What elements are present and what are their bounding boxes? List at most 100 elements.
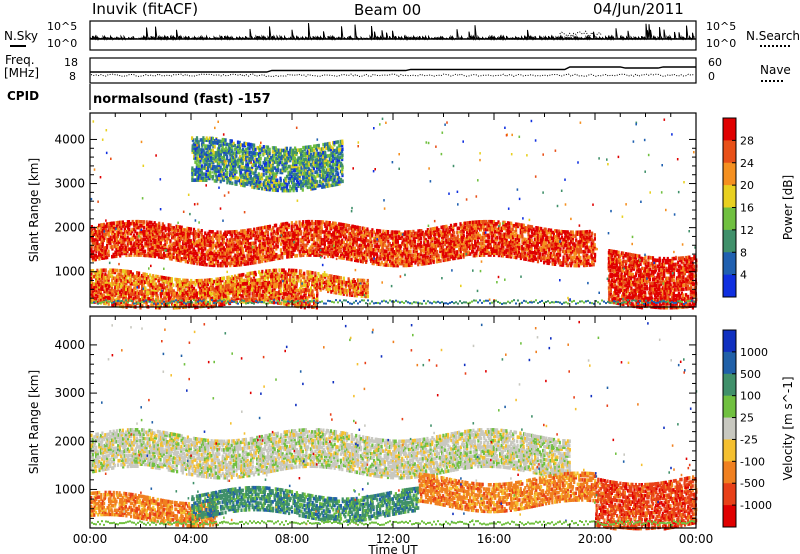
nsearch-trace: [559, 30, 603, 38]
heatmap-cell: [167, 229, 170, 233]
heatmap-cell: [208, 239, 211, 244]
heatmap-cell: [280, 226, 283, 231]
heatmap-cell: [108, 284, 111, 288]
heatmap-cell: [288, 231, 292, 235]
heatmap-cell: [143, 237, 146, 242]
heatmap-cell: [119, 220, 122, 225]
heatmap-cell: [293, 248, 296, 252]
heatmap-cell: [340, 228, 343, 233]
heatmap-cell: [201, 254, 204, 259]
heatmap-cell: [176, 236, 180, 241]
heatmap-cell: [397, 257, 400, 262]
heatmap-cell: [229, 244, 232, 248]
heatmap-cell: [237, 261, 240, 265]
heatmap-cell: [320, 222, 323, 226]
heatmap-cell: [273, 229, 276, 234]
heatmap-cell: [158, 225, 161, 230]
heatmap-cell: [264, 241, 267, 245]
heatmap-cell: [260, 236, 263, 240]
heatmap-cell: [256, 227, 259, 231]
heatmap-cell: [307, 249, 311, 253]
heatmap-cell: [317, 237, 320, 242]
heatmap-cell: [174, 255, 177, 260]
heatmap-cell: [235, 241, 238, 246]
heatmap-cell: [311, 221, 314, 226]
heatmap-cell: [587, 255, 590, 259]
heatmap-cell: [183, 253, 186, 258]
heatmap-cell: [148, 251, 151, 256]
heatmap-cell: [153, 252, 157, 257]
heatmap-cell: [207, 239, 210, 244]
heatmap-cell: [103, 246, 106, 250]
heatmap-cell: [285, 280, 288, 284]
heatmap-cell: [290, 244, 293, 249]
heatmap-cell: [207, 257, 210, 261]
heatmap-cell: [113, 233, 117, 237]
heatmap-cell: [325, 222, 328, 227]
heatmap-cell: [494, 233, 497, 238]
heatmap-cell: [235, 257, 238, 261]
heatmap-cell: [196, 244, 199, 248]
heatmap-cell: [200, 232, 203, 237]
heatmap-cell: [171, 235, 174, 240]
heatmap-cell: [306, 270, 309, 274]
heatmap-cell: [325, 252, 328, 256]
heatmap-cell: [167, 244, 170, 249]
heatmap-cell: [262, 237, 265, 242]
heatmap-cell: [139, 247, 142, 251]
heatmap-cell: [317, 220, 320, 224]
heatmap-cell: [218, 263, 221, 268]
heatmap-cell: [339, 242, 343, 246]
heatmap-cell: [206, 249, 209, 253]
heatmap-cell: [342, 234, 346, 239]
heatmap-cell: [331, 242, 335, 247]
heatmap-cell: [170, 247, 173, 251]
heatmap-cell: [353, 283, 356, 288]
heatmap-cell: [352, 230, 355, 235]
heatmap-cell: [298, 228, 301, 232]
heatmap-cell: [186, 248, 190, 252]
heatmap-cell: [267, 225, 270, 229]
heatmap-cell: [133, 221, 136, 226]
heatmap-cell: [338, 228, 341, 232]
heatmap-cell: [150, 250, 153, 254]
heatmap-cell: [339, 234, 342, 238]
heatmap-cell: [327, 240, 330, 244]
heatmap-cell: [142, 245, 145, 250]
heatmap-cell: [123, 249, 126, 254]
heatmap-cell: [272, 257, 275, 261]
heatmap-cell: [330, 240, 333, 245]
heatmap-cell: [127, 222, 130, 226]
heatmap-cell: [331, 244, 334, 249]
heatmap-cell: [357, 251, 360, 255]
heatmap-cell: [270, 244, 273, 248]
heatmap-cell: [284, 233, 287, 238]
heatmap-cell: [235, 233, 238, 238]
heatmap-cell: [170, 233, 174, 238]
heatmap-cell: [186, 252, 189, 256]
heatmap-cell: [147, 240, 150, 244]
heatmap-cell: [139, 275, 142, 280]
heatmap-cell: [172, 255, 175, 260]
heatmap-cell: [135, 249, 139, 253]
heatmap-cell: [360, 236, 363, 240]
heatmap-cell: [175, 240, 178, 244]
heatmap-cell: [115, 236, 118, 241]
heatmap-cell: [238, 235, 241, 240]
heatmap-cell: [200, 250, 204, 255]
heatmap-cell: [266, 240, 270, 245]
heatmap-cell: [110, 223, 113, 228]
heatmap-cell: [304, 237, 307, 242]
heatmap-cell: [354, 233, 357, 237]
heatmap-cell: [280, 228, 283, 233]
heatmap-cell: [353, 256, 356, 260]
heatmap-cell: [265, 250, 268, 255]
heatmap-cell: [115, 250, 118, 254]
heatmap-cell: [306, 231, 309, 236]
heatmap-cell: [188, 232, 191, 237]
heatmap-cell: [178, 254, 181, 259]
heatmap-cell: [259, 255, 262, 260]
heatmap-cell: [350, 250, 353, 254]
heatmap-cell: [322, 251, 325, 256]
heatmap-cell: [243, 234, 246, 239]
